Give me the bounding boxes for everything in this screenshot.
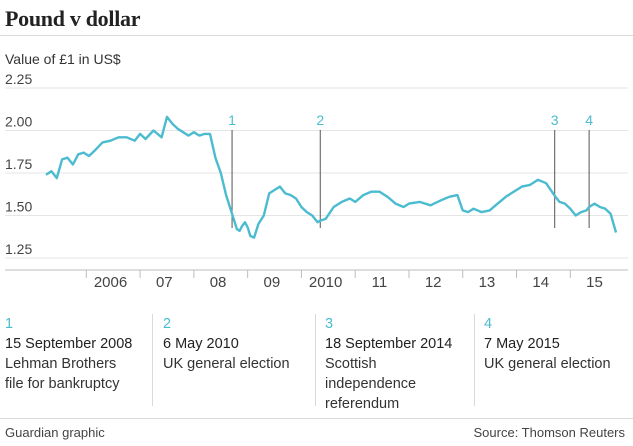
annotation-label-line: UK general election (484, 356, 611, 372)
annotation-number: 1 (5, 316, 14, 332)
annotation-3: 3 18 September 2014 Scottish independenc… (325, 314, 470, 414)
annotation-divider (152, 314, 153, 406)
x-tick-label: 15 (586, 274, 603, 291)
x-tick-label: 08 (210, 274, 227, 291)
y-tick-label: 2.25 (5, 71, 32, 87)
x-tick-label: 12 (425, 274, 442, 291)
annotation-date: 6 May 2010 (163, 336, 239, 352)
source-text: Source: Thomson Reuters (473, 425, 626, 440)
top-divider (0, 35, 633, 36)
annotation-4: 4 7 May 2015 UK general election (484, 314, 632, 374)
x-tick-label: 11 (372, 274, 388, 291)
annotation-date: 7 May 2015 (484, 336, 560, 352)
annotation-divider (474, 314, 475, 406)
x-tick-label: 09 (264, 274, 281, 291)
bottom-divider (0, 418, 633, 419)
annotation-number: 4 (484, 316, 493, 332)
y-axis-label: Value of £1 in US$ (5, 51, 121, 67)
annotation-number: 3 (325, 316, 334, 332)
annotation-2: 2 6 May 2010 UK general election (163, 314, 313, 374)
annotation-label-line: UK general election (163, 356, 290, 372)
event-marker-label: 2 (316, 112, 324, 128)
event-marker-label: 4 (585, 112, 593, 128)
event-marker-label: 3 (551, 112, 559, 128)
y-tick-label: 1.25 (5, 241, 32, 257)
credit-text: Guardian graphic (5, 425, 105, 440)
annotation-number: 2 (163, 316, 172, 332)
event-marker-label: 1 (228, 112, 236, 128)
x-tick-label: 2010 (309, 274, 342, 291)
annotation-label-line: Lehman Brothers (5, 356, 117, 372)
annotation-1: 1 15 September 2008 Lehman Brothers file… (5, 314, 145, 394)
x-tick-label: 14 (532, 274, 549, 291)
y-tick-label: 1.75 (5, 156, 32, 172)
x-tick-label: 07 (156, 274, 173, 291)
y-tick-label: 2.00 (5, 114, 32, 130)
x-tick-label: 13 (479, 274, 496, 291)
x-tick-label: 2006 (94, 274, 127, 291)
chart-title: Pound v dollar (5, 6, 141, 31)
line-chart: 1.251.501.752.002.25 2006 07 08 09 2010 11 12 1… (5, 71, 628, 291)
annotation-date: 18 September 2014 (325, 336, 453, 352)
annotation-label-line: independence (325, 376, 417, 392)
annotation-label-line: file for bankruptcy (5, 376, 120, 392)
annotation-label-line: referendum (325, 396, 400, 412)
annotation-label-line: Scottish (325, 356, 377, 372)
series-line-gbp-usd (45, 115, 618, 239)
annotation-date: 15 September 2008 (5, 336, 133, 352)
annotation-divider (315, 314, 316, 406)
y-tick-label: 1.50 (5, 199, 32, 215)
